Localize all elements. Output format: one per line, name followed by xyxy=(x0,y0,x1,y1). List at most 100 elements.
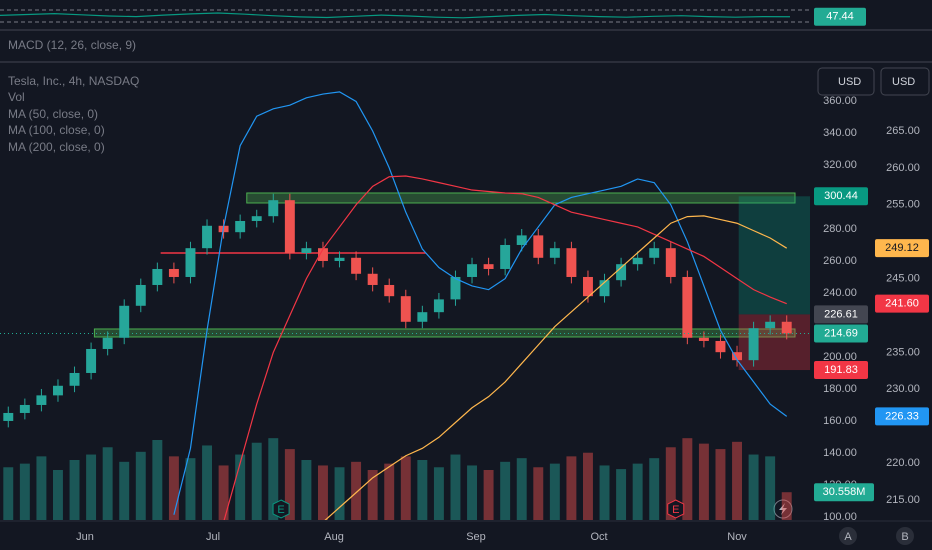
scale-button[interactable] xyxy=(839,527,857,545)
y-tick-label: 280.00 xyxy=(823,223,857,235)
macd-label: MACD (12, 26, close, 9) xyxy=(8,38,136,52)
candle-body xyxy=(781,321,792,334)
volume-bar xyxy=(202,445,212,520)
candle-body xyxy=(251,216,262,221)
candle-body xyxy=(450,276,461,300)
volume-bar xyxy=(483,470,494,520)
x-tick-label: Jul xyxy=(206,531,220,543)
volume-bar xyxy=(334,467,345,520)
volume-bar xyxy=(417,460,428,520)
candle-body xyxy=(616,264,627,281)
usd-button[interactable]: USD xyxy=(880,67,930,96)
candle-body xyxy=(516,235,527,245)
candle-body xyxy=(583,276,593,297)
y2-tick-label: 230.00 xyxy=(886,383,920,395)
x-tick-label: Oct xyxy=(591,531,608,543)
ma-label: 241.60 xyxy=(885,298,919,310)
volume-bar xyxy=(384,463,395,520)
volume-bar xyxy=(301,460,312,520)
volume-bar xyxy=(367,470,378,520)
candle-body xyxy=(748,328,759,361)
x-tick-label: Aug xyxy=(324,531,344,543)
volume-bar xyxy=(218,465,229,520)
ma-line xyxy=(324,215,788,520)
candle-body xyxy=(417,312,428,322)
ma-label-bg xyxy=(875,294,929,313)
candle-body xyxy=(715,340,726,353)
candle-body xyxy=(334,257,345,261)
price-label: 214.69 xyxy=(824,327,858,339)
scale-button-label[interactable]: B xyxy=(901,531,908,543)
volume-bar xyxy=(649,458,660,520)
volume-bar xyxy=(400,456,411,520)
volume-bar xyxy=(682,438,693,520)
candle-body xyxy=(682,276,693,338)
candle-body xyxy=(102,337,113,349)
y-tick-label: 360.00 xyxy=(823,95,857,107)
volume-bar xyxy=(533,467,544,520)
button-bg[interactable] xyxy=(817,67,875,96)
price-label-bg xyxy=(814,324,868,343)
candle-body xyxy=(698,337,709,341)
candle-body xyxy=(36,395,47,405)
candle-body xyxy=(351,257,362,274)
candle-body xyxy=(119,305,130,338)
volume-label: 30.558M xyxy=(823,486,866,498)
volume-bar xyxy=(185,458,196,520)
candle-body xyxy=(500,244,511,269)
candle-body xyxy=(301,248,312,253)
candle-body xyxy=(433,299,444,313)
legend-item: MA (200, close, 0) xyxy=(8,140,105,154)
y2-tick-label: 235.00 xyxy=(886,346,920,358)
earnings-marker xyxy=(667,499,685,519)
button-label[interactable]: USD xyxy=(838,76,861,88)
candle-body xyxy=(549,248,560,258)
y-tick-label: 100.00 xyxy=(823,511,857,523)
button-label[interactable]: USD xyxy=(892,76,915,88)
price-label: 226.61 xyxy=(824,308,858,320)
scale-button[interactable] xyxy=(896,527,914,545)
legend-item: MA (100, close, 0) xyxy=(8,123,105,137)
volume-bar xyxy=(765,456,776,520)
usd-button[interactable]: USD xyxy=(817,67,875,96)
earnings-label: E xyxy=(672,504,679,516)
position-target xyxy=(738,196,810,315)
price-label: 300.44 xyxy=(824,190,858,202)
y-tick-label: 340.00 xyxy=(823,127,857,139)
candle-body xyxy=(665,248,676,277)
ma-label-bg xyxy=(875,239,929,258)
candle-body xyxy=(19,404,30,413)
volume-bar xyxy=(152,440,163,520)
volume-bar xyxy=(698,443,709,520)
candle-body xyxy=(599,280,610,297)
candle-body xyxy=(284,200,295,253)
volume-bar xyxy=(119,461,130,520)
ma-label: 226.33 xyxy=(885,410,919,422)
y2-tick-label: 245.00 xyxy=(886,272,920,284)
x-tick-label: Sep xyxy=(466,531,486,543)
volume-bar xyxy=(665,447,676,520)
volume-bar xyxy=(351,461,362,520)
earnings-label: E xyxy=(277,504,284,516)
y-tick-label: 260.00 xyxy=(823,255,857,267)
plot-area xyxy=(0,91,810,520)
button-bg[interactable] xyxy=(880,67,930,96)
y2-tick-label: 265.00 xyxy=(886,125,920,137)
volume-bar xyxy=(433,467,444,520)
sr-zone xyxy=(246,192,796,204)
legend-item: MA (50, close, 0) xyxy=(8,107,98,121)
legend-title: Tesla, Inc., 4h, NASDAQ xyxy=(8,74,139,88)
candle-body xyxy=(152,268,163,285)
price-label-bg xyxy=(814,361,868,380)
candle-body xyxy=(86,348,97,373)
volume-bar xyxy=(235,454,246,520)
candle-body xyxy=(400,296,411,322)
volume-bar xyxy=(450,454,461,520)
rsi-label: 47.44 xyxy=(826,11,854,23)
rsi-line xyxy=(0,12,791,19)
y2-tick-label: 220.00 xyxy=(886,457,920,469)
volume-bar xyxy=(268,438,279,520)
scale-button-label[interactable]: A xyxy=(844,531,852,543)
candle-body xyxy=(765,321,776,329)
ma-line xyxy=(223,175,787,520)
